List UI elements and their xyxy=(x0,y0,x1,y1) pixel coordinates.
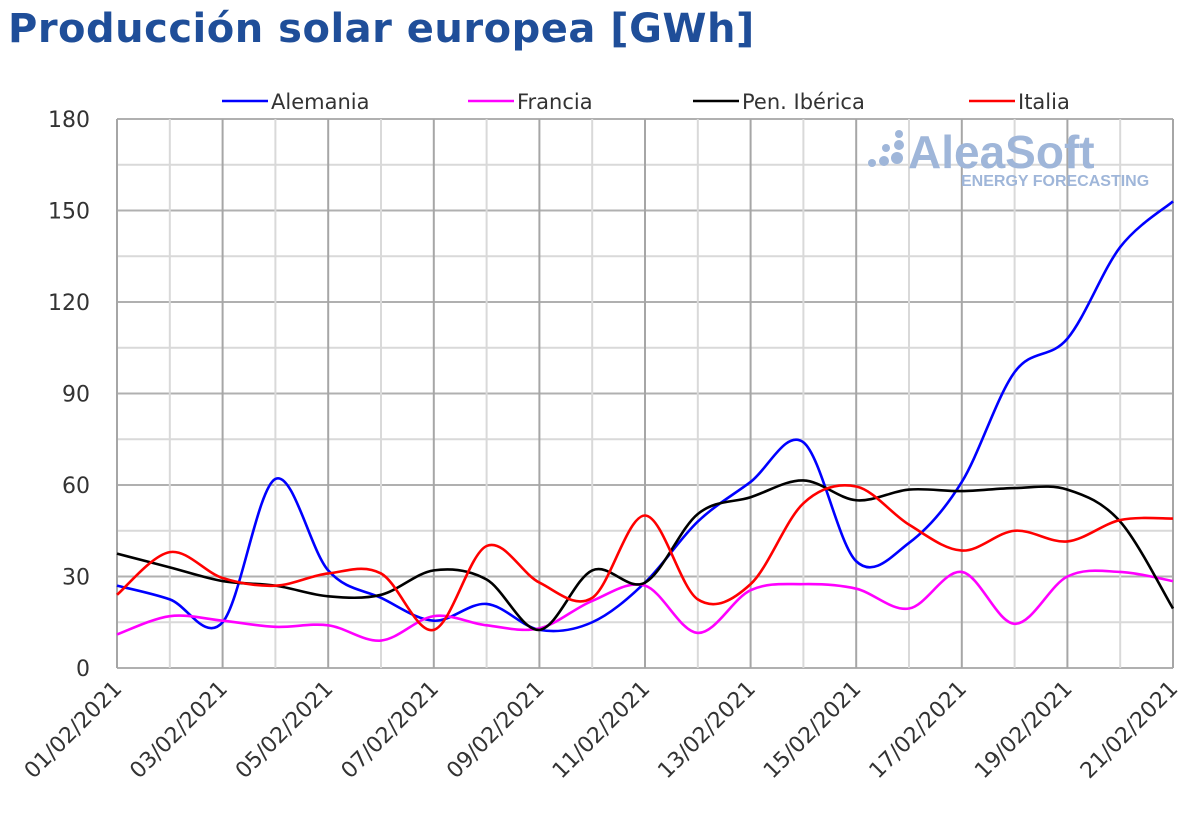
grid xyxy=(116,118,1174,669)
chart-title: Producción solar europea [GWh] xyxy=(8,6,755,52)
legend-label: Francia xyxy=(517,90,593,114)
series-lines xyxy=(116,200,1175,642)
x-tick-label: 15/02/2021 xyxy=(759,677,866,784)
y-tick-label: 120 xyxy=(48,291,90,316)
legend-label: Pen. Ibérica xyxy=(742,90,865,114)
series-line-italia xyxy=(116,484,1174,632)
watermark-tagline: ENERGY FORECASTING xyxy=(961,173,1149,190)
x-tick-label: 09/02/2021 xyxy=(442,677,549,784)
legend-label: Italia xyxy=(1018,90,1070,114)
x-tick-label: 21/02/2021 xyxy=(1076,677,1183,784)
aleasoft-logo: AleaSoft ENERGY FORECASTING xyxy=(868,126,1149,190)
x-tick-label: 01/02/2021 xyxy=(20,677,127,784)
y-tick-label: 150 xyxy=(48,200,90,225)
legend-label: Alemania xyxy=(271,90,369,114)
x-tick-label: 03/02/2021 xyxy=(125,677,232,784)
series-line-pen-ib-rica xyxy=(116,479,1175,632)
y-axis: 0 30 60 90 120 150 180 xyxy=(48,108,90,682)
x-tick-label: 13/02/2021 xyxy=(653,677,760,784)
x-tick-label: 17/02/2021 xyxy=(865,677,972,784)
x-axis: 01/02/202103/02/202105/02/202107/02/2021… xyxy=(20,677,1183,784)
legend: Alemania Francia Pen. Ibérica Italia xyxy=(222,90,1070,114)
y-tick-label: 90 xyxy=(62,383,90,408)
y-tick-label: 0 xyxy=(76,657,90,682)
series-line-francia xyxy=(116,569,1174,642)
y-tick-label: 30 xyxy=(62,566,90,591)
x-tick-label: 07/02/2021 xyxy=(337,677,444,784)
x-tick-label: 19/02/2021 xyxy=(970,677,1077,784)
x-tick-label: 11/02/2021 xyxy=(548,677,655,784)
watermark-brand: AleaSoft xyxy=(908,126,1095,178)
y-tick-label: 60 xyxy=(62,474,90,499)
x-tick-label: 05/02/2021 xyxy=(231,677,338,784)
y-tick-label: 180 xyxy=(48,108,90,133)
